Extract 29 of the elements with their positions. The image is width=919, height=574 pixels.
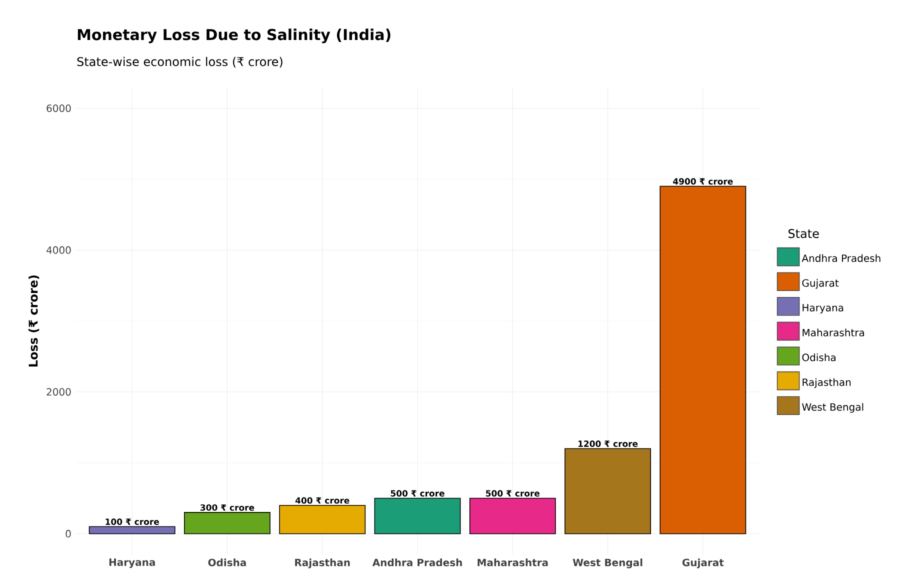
x-tick-label: Andhra Pradesh [372, 558, 462, 566]
y-axis-title: Loss (₹ crore) [28, 275, 40, 366]
data-label: 1200 ₹ crore [578, 440, 638, 447]
legend-label: Andhra Pradesh [802, 254, 880, 262]
x-tick-label: Haryana [109, 558, 155, 568]
data-label: 4900 ₹ crore [673, 178, 733, 185]
x-tick-label: Rajasthan [295, 558, 350, 568]
data-label: 500 ₹ crore [486, 490, 540, 497]
legend-label: Haryana [802, 304, 844, 314]
y-tick-label: 6000 [46, 104, 71, 112]
legend-label: Odisha [802, 353, 836, 362]
x-tick-label: Maharashtra [478, 558, 548, 566]
legend-label: West Bengal [802, 403, 864, 413]
chart-title: Monetary Loss Due to Salinity (India) [78, 28, 390, 44]
legend-title: State [788, 229, 819, 238]
chart-subtitle: State-wise economic loss (₹ crore) [77, 56, 282, 68]
x-tick-label: Odisha [208, 558, 246, 566]
legend-label: Gujarat [802, 279, 839, 289]
y-tick-label: 4000 [46, 246, 71, 254]
y-tick-label: 2000 [46, 388, 71, 396]
y-tick-label: 0 [66, 530, 71, 538]
data-label: 500 ₹ crore [390, 490, 444, 497]
x-tick-label: Gujarat [682, 558, 724, 568]
data-label: 300 ₹ crore [200, 504, 254, 511]
legend-label: Maharashtra [802, 328, 864, 336]
legend-label: Rajasthan [802, 378, 851, 388]
data-label: 400 ₹ crore [295, 497, 350, 504]
data-label: 100 ₹ crore [106, 518, 159, 525]
x-tick-label: West Bengal [572, 558, 642, 568]
